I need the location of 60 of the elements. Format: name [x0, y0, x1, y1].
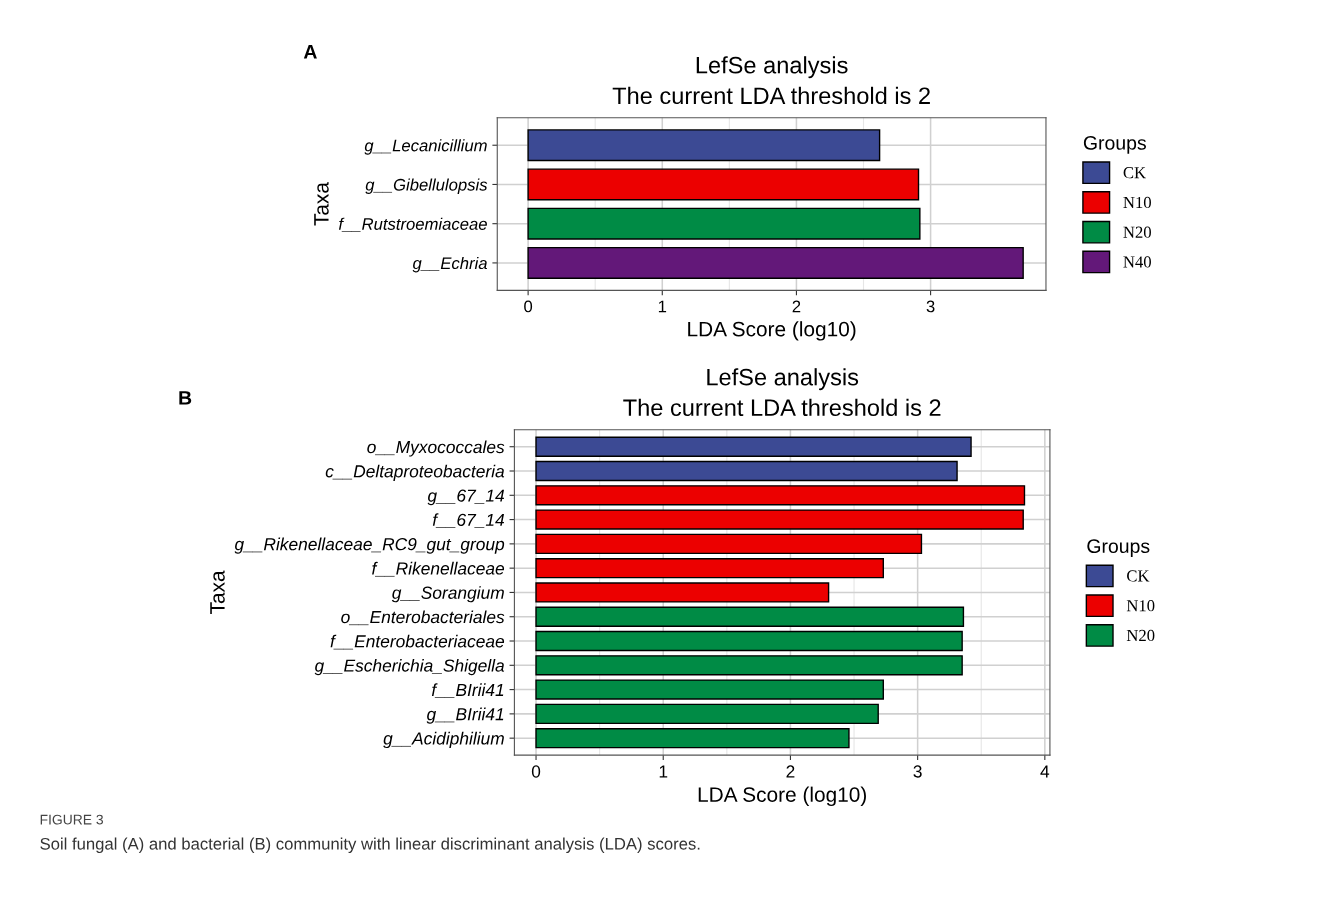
y-tick-label: g__67_14	[427, 489, 505, 506]
x-axis-title: LDA Score (log10)	[698, 786, 866, 807]
y-axis-title: Taxa	[210, 570, 225, 614]
legend-label: CK	[1127, 570, 1150, 582]
y-tick-label: g__Escherichia_Shigella	[314, 659, 505, 676]
y-tick-label: f__BIrii41	[431, 683, 504, 698]
y-tick-label: g__Lecanicillium	[364, 139, 487, 155]
y-tick-label: o__Myxococcales	[367, 440, 505, 457]
bar	[535, 557, 884, 579]
bar	[535, 703, 879, 725]
chart-subtitle: The current LDA threshold is 2	[623, 398, 941, 417]
chart-title: LefSe analysis	[707, 368, 859, 391]
bar	[535, 582, 830, 603]
legend-label: CK	[1123, 167, 1146, 179]
legend-label: N10	[1126, 600, 1155, 612]
legend-title: Groups	[1087, 539, 1150, 557]
bar	[535, 485, 1026, 506]
x-axis-title: LDA Score (log10)	[688, 321, 856, 341]
x-tick-label: 2	[792, 300, 801, 313]
y-tick-label: g__Echria	[412, 256, 487, 273]
text: A	[303, 45, 317, 59]
bar	[535, 630, 963, 652]
y-tick-label: f__67_14	[432, 513, 505, 528]
bar	[535, 509, 1024, 530]
y-tick-label: g__BIrii41	[426, 707, 504, 724]
y-tick-label: g__Gibellulopsis	[365, 178, 488, 194]
y-axis-title: Taxa	[314, 182, 329, 226]
bar	[535, 727, 850, 749]
y-tick-label: f__Rikenellaceae	[372, 561, 505, 577]
bar	[535, 533, 923, 555]
legend-title: Groups	[1083, 136, 1146, 154]
x-tick-label: 1	[659, 765, 668, 778]
y-tick-label: g__Sorangium	[391, 586, 504, 603]
chart-subtitle: The current LDA threshold is 2	[612, 86, 930, 105]
y-tick-label: g__Rikenellaceae_RC9_gut_group	[234, 537, 505, 554]
x-tick-label: 3	[913, 765, 922, 778]
x-tick-label: 4	[1040, 765, 1050, 778]
bar	[535, 655, 963, 676]
bar	[535, 436, 972, 457]
y-tick-label: f__Enterobacteriaceae	[330, 634, 505, 650]
y-tick-label: g__Acidiphilium	[383, 731, 504, 749]
legend-label: N20	[1123, 226, 1151, 238]
x-tick-label: 0	[531, 765, 541, 778]
caption: FIGURE 3	[40, 814, 104, 825]
y-tick-label: c__Deltaproteobacteria	[325, 464, 505, 481]
legend-label: N40	[1123, 256, 1151, 268]
legend-label: N20	[1126, 629, 1155, 642]
x-tick-label: 2	[786, 765, 795, 778]
bar	[535, 606, 965, 627]
chart-title: LefSe analysis	[696, 56, 848, 79]
x-tick-label: 3	[926, 300, 935, 313]
x-tick-label: 1	[658, 300, 667, 313]
y-tick-label: f__Rutstroemiaceae	[338, 217, 487, 232]
text: Soil fungal (A) and bacterial (B) community with linear discriminant analysis (LDA) scores.	[40, 837, 700, 854]
bar	[535, 460, 958, 482]
legend-label: N10	[1123, 196, 1151, 209]
bar	[535, 679, 884, 700]
y-tick-label: o__Enterobacteriales	[341, 610, 505, 626]
text: B	[179, 391, 192, 405]
x-tick-label: 0	[524, 300, 533, 313]
